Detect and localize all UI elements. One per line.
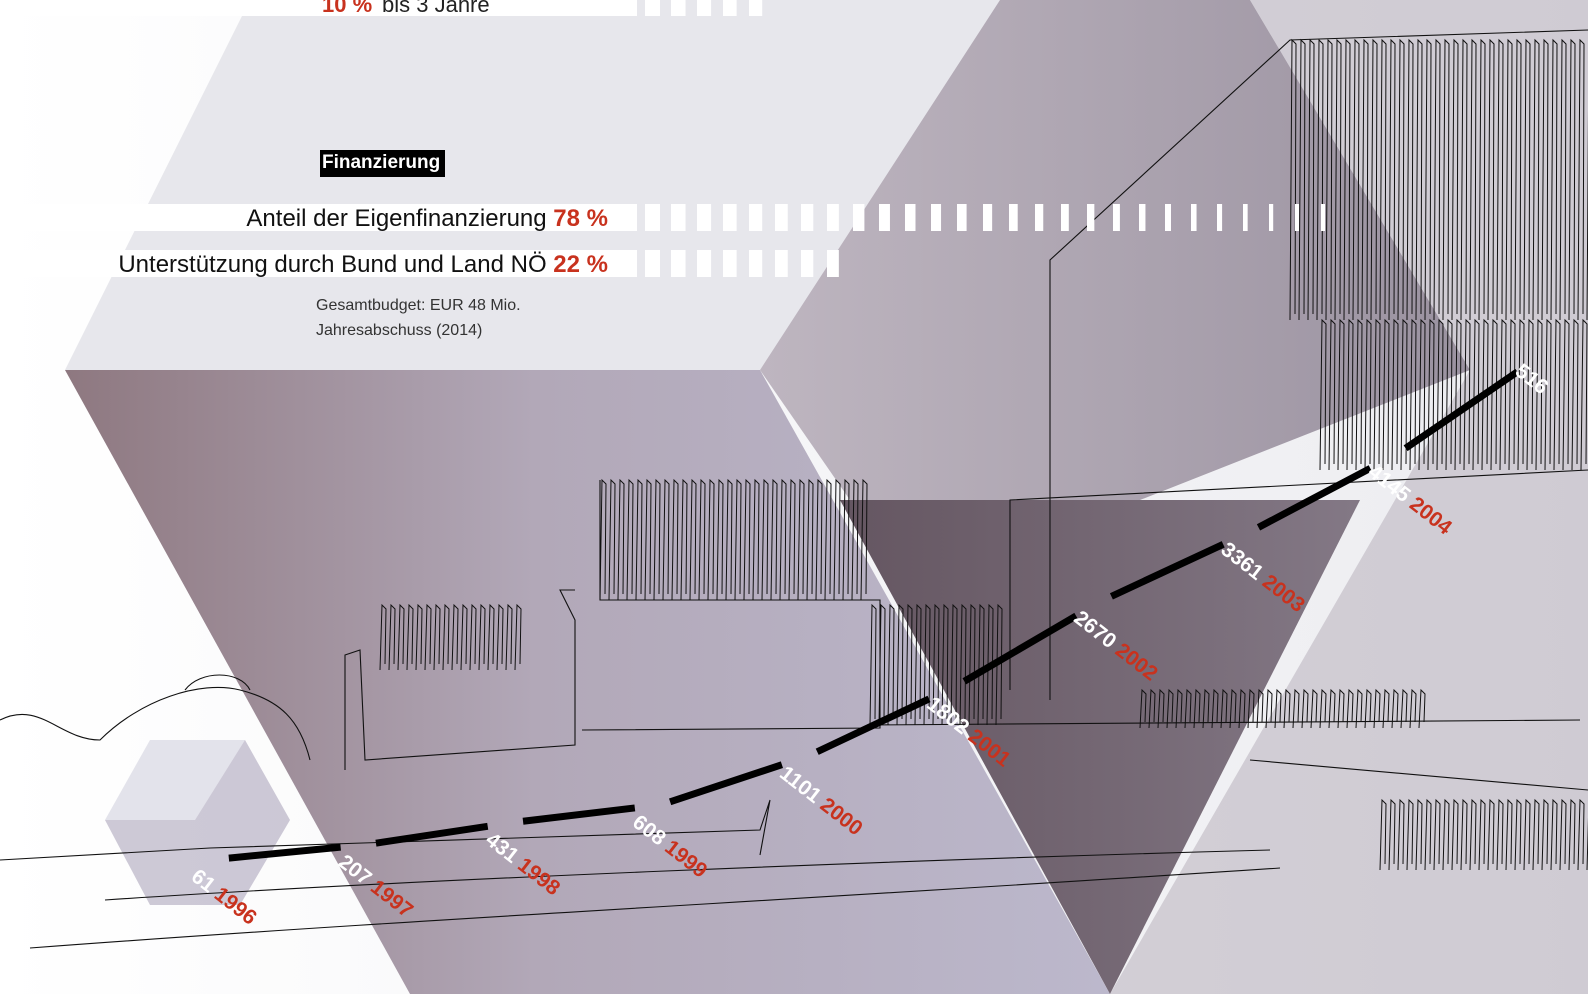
bar-segment (775, 250, 788, 277)
bar-segment (853, 204, 865, 231)
bar-segment (1191, 204, 1197, 231)
bar-segment (827, 250, 839, 277)
bar-segment (749, 204, 763, 231)
bar-segment (723, 0, 737, 16)
eigenfinanzierung-label: Anteil der Eigenfinanzierung (246, 205, 547, 232)
bar-segment (801, 204, 814, 231)
bar-segment (1243, 204, 1248, 231)
bar-segment (1087, 204, 1095, 231)
bund-land-percent: 22 % (553, 251, 608, 278)
row-strip-eigen (0, 204, 637, 231)
line-segment (1109, 541, 1225, 600)
top-row-label: bis 3 Jahre (382, 0, 490, 17)
line-segment (962, 612, 1078, 685)
bar-segment (1295, 204, 1299, 231)
budget-note: Gesamtbudget: EUR 48 Mio. (316, 297, 521, 314)
bar-segment (749, 250, 763, 277)
bar-segment (801, 250, 814, 277)
bar-segment (957, 204, 967, 231)
bar-segment (749, 0, 763, 16)
bar-segment (827, 204, 839, 231)
bar-segment (1139, 204, 1146, 231)
top-row-strip (0, 0, 637, 16)
bar-segment (905, 204, 916, 231)
bar-unterstuetzung (645, 250, 839, 277)
bar-segment (697, 204, 712, 231)
line-segment (228, 843, 341, 862)
bund-land-row: Unterstützung durch Bund und Land NÖ 22 … (118, 251, 608, 279)
bar-segment (983, 204, 993, 231)
bar-segment (1321, 204, 1325, 231)
bund-land-label: Unterstützung durch Bund und Land NÖ (118, 251, 547, 278)
finanzierung-badge: Finanzierung (320, 150, 446, 177)
line-segment (669, 761, 784, 806)
row-strip-bund (0, 250, 637, 277)
eigenfinanzierung-row: Anteil der Eigenfinanzierung 78 % (246, 205, 608, 233)
bar-segment (697, 0, 712, 16)
bar-segment (879, 204, 890, 231)
bar-segment (697, 250, 712, 277)
bar-segment (1061, 204, 1069, 231)
top-row-percent: 10 % (322, 0, 373, 17)
year-note: Jahresabschuss (2014) (316, 322, 483, 339)
bar-segment (1113, 204, 1120, 231)
bar-segment (671, 0, 686, 16)
line-segment (522, 804, 636, 825)
bar-segment (775, 204, 788, 231)
line-segment (815, 695, 931, 755)
bar-eigenfinanzierung (645, 204, 1325, 231)
bar-segment (723, 250, 737, 277)
bar-top (645, 0, 763, 16)
line-segment (1256, 465, 1372, 531)
bar-segment (1217, 204, 1223, 231)
bar-segment (723, 204, 737, 231)
line-segment (375, 822, 489, 847)
line-segment (1403, 368, 1520, 452)
eigenfinanzierung-percent: 78 % (553, 205, 608, 232)
bar-segment (1035, 204, 1044, 231)
bar-segment (645, 0, 660, 16)
bar-segment (1009, 204, 1018, 231)
bar-segment (931, 204, 942, 231)
bar-segment (645, 204, 660, 231)
point-label: 207 1997 (334, 850, 417, 922)
bar-segment (671, 250, 686, 277)
bar-segment (1165, 204, 1171, 231)
bar-segment (1269, 204, 1274, 231)
bar-segment (671, 204, 686, 231)
bar-segment (645, 250, 660, 277)
